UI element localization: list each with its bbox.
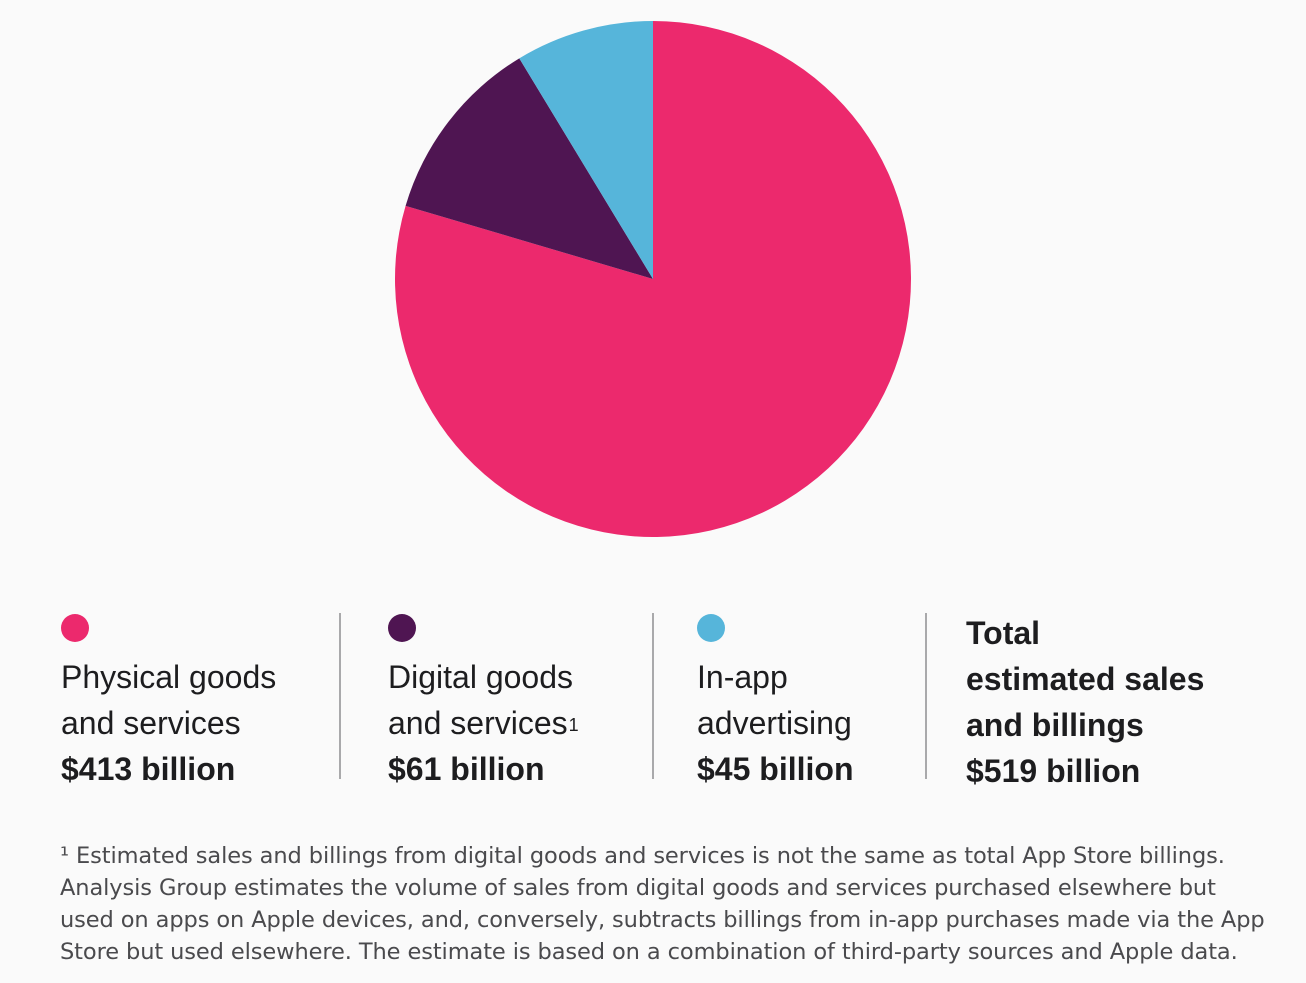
legend-label-line1: In-app	[697, 659, 788, 695]
footnote: ¹ Estimated sales and billings from digi…	[60, 840, 1270, 968]
pie-slice-digital-goods-and-services	[405, 58, 653, 279]
legend-divider	[925, 613, 927, 779]
legend-value-digital: $61 billion	[388, 751, 545, 787]
legend-value-advertising: $45 billion	[697, 751, 854, 787]
legend-dot-physical	[61, 614, 89, 642]
legend-value-physical: $413 billion	[61, 751, 236, 787]
legend-total-line2: estimated sales	[966, 661, 1205, 697]
legend-dot-digital	[388, 614, 416, 642]
legend-total-line3: and billings	[966, 707, 1144, 743]
pie-slice-in-app-advertising	[519, 21, 653, 279]
footnote-mark: ¹	[60, 843, 69, 869]
legend-label-line2-wrap: and services1	[388, 700, 579, 746]
legend-digital-goods: Digital goods and services1 $61 billion	[388, 612, 579, 787]
legend-in-app-advertising: In-app advertising $45 billion	[697, 612, 853, 787]
legend-value-total: $519 billion	[966, 753, 1141, 789]
pie-slice-physical-goods-and-services	[394, 21, 911, 537]
legend-label-line2: and services	[61, 705, 241, 741]
legend-total: Total estimated sales and billings $519 …	[966, 612, 1205, 789]
legend-divider	[339, 613, 341, 779]
legend-physical-goods: Physical goods and services $413 billion	[61, 612, 277, 787]
legend-divider	[652, 613, 654, 779]
footnote-marker: 1	[568, 715, 579, 735]
legend-label-line2: advertising	[697, 705, 852, 741]
legend-label-line2: and services	[388, 705, 568, 741]
footnote-text: Estimated sales and billings from digita…	[60, 843, 1265, 965]
legend-dot-advertising	[697, 614, 725, 642]
legend-label-line1: Digital goods	[388, 659, 573, 695]
legend-total-line1: Total	[966, 615, 1041, 651]
legend-label-line1: Physical goods	[61, 659, 277, 695]
pie-chart	[394, 21, 911, 537]
